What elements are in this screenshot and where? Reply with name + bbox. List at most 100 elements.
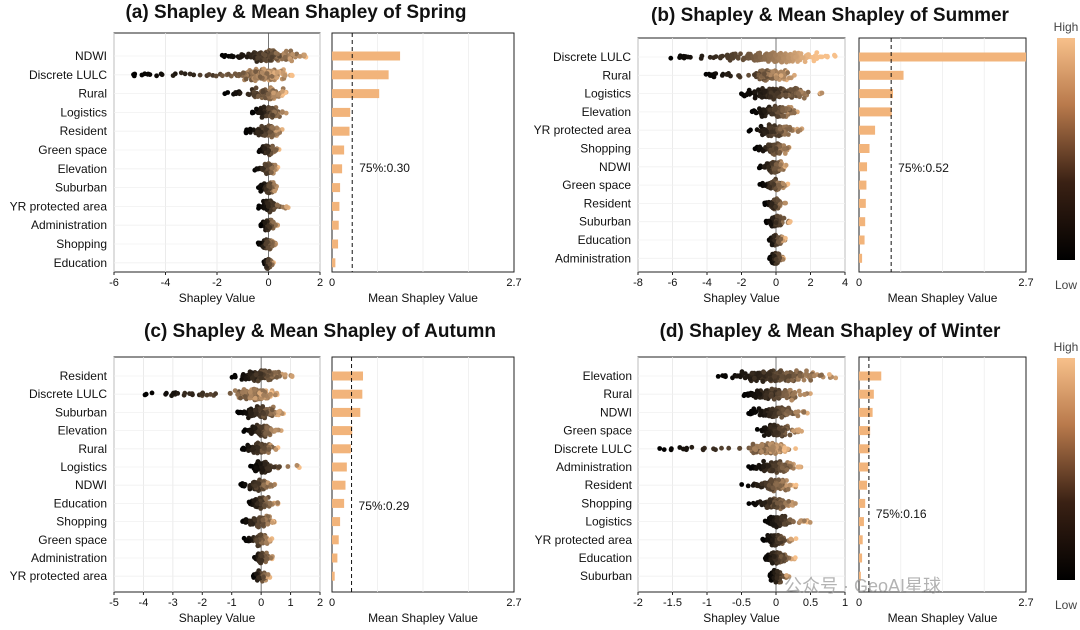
swarm-point (264, 71, 270, 76)
swarm-point (267, 501, 273, 507)
feature-label: Rural (78, 87, 107, 101)
swarm-point (262, 57, 268, 63)
swarm-point (257, 515, 262, 520)
swarm-point (285, 464, 291, 469)
swarm-point (260, 89, 266, 95)
swarm-point (814, 56, 820, 61)
swarm-point (767, 107, 773, 113)
swarm-point (767, 184, 773, 190)
mean-shapley-bar (332, 498, 345, 508)
swarm-point (802, 392, 807, 397)
swarm-point (250, 375, 255, 381)
swarm-2 (739, 85, 825, 102)
bar-tick-label: 2.7 (506, 277, 521, 289)
swarm-point (729, 52, 735, 58)
swarm-point (777, 201, 783, 207)
swarm-point (762, 71, 767, 77)
swarm-point (242, 482, 248, 487)
swarm-point (265, 572, 271, 577)
swarm-point (772, 374, 778, 379)
swarm-point (784, 392, 790, 398)
mean-shapley-bar (859, 180, 867, 190)
swarm-point (241, 447, 246, 452)
swarm-point (257, 560, 263, 565)
swarm-point (776, 55, 782, 61)
bar-axis-label: Mean Shapley Value (368, 611, 478, 625)
swarm-point (757, 182, 763, 187)
swarm-point (264, 556, 270, 561)
swarm-point (763, 425, 768, 431)
swarm-point (744, 373, 750, 379)
swarm-point (243, 76, 249, 82)
swarm-point (711, 74, 717, 80)
x-tick-label: -4 (139, 597, 149, 609)
x-axis-label: Shapley Value (703, 611, 780, 625)
mean-shapley-bar (859, 389, 874, 399)
bar-tick-label: 0 (856, 277, 862, 289)
swarm-point (791, 373, 797, 379)
swarm-point (768, 94, 773, 100)
x-tick-label: -5 (109, 597, 119, 609)
swarm-point (206, 72, 212, 77)
swarm-point (766, 164, 772, 170)
swarm-point (772, 107, 778, 113)
mean-shapley-bar (859, 70, 904, 80)
swarm-point (783, 162, 789, 168)
swarm-point (253, 372, 259, 378)
swarm-point (827, 372, 832, 377)
swarm-point (770, 69, 776, 75)
swarm-point (190, 392, 195, 398)
swarm-point (259, 115, 265, 120)
swarm-point (761, 164, 767, 169)
swarm-point (749, 109, 755, 114)
swarm-10 (252, 550, 275, 566)
swarm-point (759, 114, 765, 119)
swarm-point (774, 213, 780, 219)
swarm-point (273, 147, 279, 153)
swarm-point (752, 146, 758, 152)
percentile-label: 75%:0.29 (359, 499, 410, 513)
x-tick-label: 4 (842, 277, 848, 289)
swarm-point (805, 52, 811, 57)
swarm-point (276, 409, 282, 415)
swarm-5 (752, 141, 792, 157)
swarm-point (770, 111, 775, 117)
swarm-point (769, 201, 775, 206)
swarm-point (770, 215, 776, 221)
swarm-point (753, 394, 759, 399)
swarm-4 (657, 440, 798, 456)
swarm-point (762, 89, 768, 94)
swarm-point (771, 253, 777, 259)
swarm-point (774, 430, 779, 435)
swarm-point (725, 52, 730, 58)
panel-b-title: (b) Shapley & Mean Shapley of Summer (651, 5, 1010, 26)
feature-label: Resident (584, 196, 632, 210)
swarm-point (223, 53, 228, 58)
feature-label: Discrete LULC (553, 50, 631, 64)
swarm-7 (757, 176, 791, 193)
swarm-point (233, 91, 239, 97)
swarm-point (253, 85, 259, 91)
swarm-point (801, 410, 807, 415)
swarm-point (254, 571, 259, 577)
x-tick-label: -1 (702, 597, 712, 609)
mean-shapley-bar (332, 462, 347, 472)
swarm-point (794, 368, 799, 374)
swarm-point (260, 521, 266, 527)
x-tick-label: -1 (227, 597, 237, 609)
swarm-point (282, 372, 288, 377)
swarm-point (775, 239, 781, 245)
swarm-point (280, 89, 285, 94)
x-tick-label: -2 (197, 597, 207, 609)
swarm-point (255, 55, 260, 61)
swarm-point (781, 146, 787, 152)
swarm-point (795, 91, 801, 96)
swarm-point (776, 426, 782, 431)
swarm-point (772, 378, 778, 384)
swarm-point (247, 126, 253, 132)
swarm-point (768, 394, 774, 399)
swarm-point (796, 388, 802, 394)
swarm-point (810, 55, 816, 61)
swarm-point (262, 133, 268, 138)
